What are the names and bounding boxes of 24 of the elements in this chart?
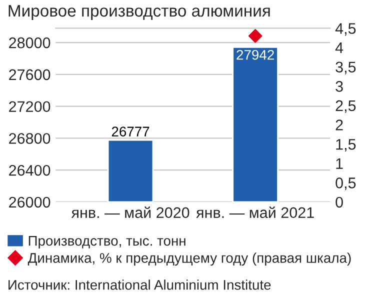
y-tick-label: 26800 (9, 133, 50, 144)
text: Источник: International Aluminium Institute (8, 280, 271, 290)
y2-tick-label: 4,5 (335, 23, 356, 36)
y2-tick-label: 0 (336, 196, 343, 208)
x-tick-label: янв. — май 2020 (71, 206, 190, 218)
y2-tick-label: 1 (336, 158, 343, 169)
y-tick-label: 26000 (9, 196, 50, 208)
chart-title: Мировое производство алюминия (8, 5, 270, 20)
legend-label: Производство, тыс. тонн (28, 236, 186, 248)
y-tick-label: 27200 (9, 101, 50, 112)
y2-tick-label: 3 (336, 81, 343, 92)
y2-tick-label: 0,5 (336, 178, 356, 190)
y2-tick-label: 2,5 (336, 100, 356, 113)
x-tick-label: янв. — май 2021 (196, 206, 314, 218)
data-label: 27942 (236, 50, 274, 60)
legend-label: Динамика, % к предыдущему году (правая шкала) (28, 252, 351, 266)
data-label: 26777 (112, 126, 150, 136)
y-tick-label: 26400 (9, 164, 50, 176)
y2-tick-label: 3,5 (336, 62, 356, 74)
y2-tick-label: 4 (335, 42, 344, 54)
y-tick-label: 27600 (9, 69, 50, 80)
y-tick-label: 28000 (9, 37, 50, 48)
y2-tick-label: 2 (336, 120, 343, 130)
y2-tick-label: 1,5 (336, 139, 356, 152)
